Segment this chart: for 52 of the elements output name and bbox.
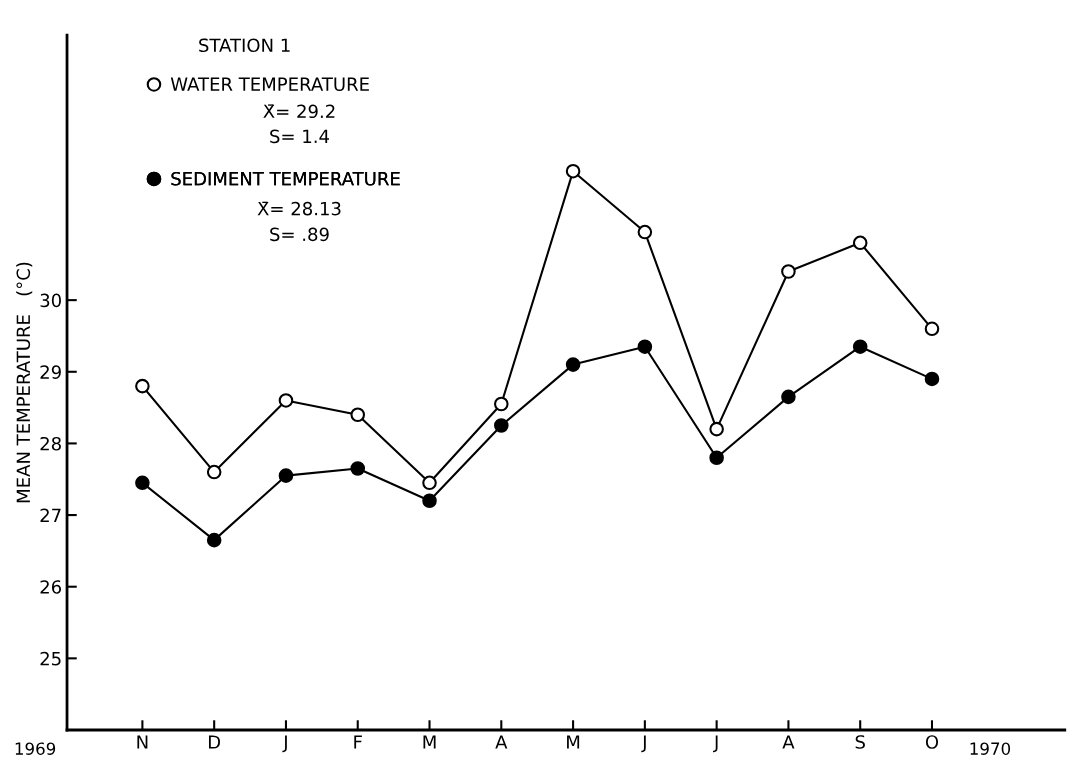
point [709,421,724,437]
x-tick-label: J [641,735,646,753]
y-tick-label: 30 [40,293,61,308]
text: 1970 [970,742,1011,755]
point [637,339,653,354]
point [781,389,796,405]
point [350,461,366,476]
y-tick-label: 27 [40,508,61,522]
point [135,475,150,491]
x-tick-label: O [925,735,939,749]
x-tick-label: N [137,735,148,749]
point [350,407,366,423]
point [206,464,222,480]
y-tick-label: 28 [40,436,61,451]
annotation: X̄= 28.13 [257,201,341,216]
point [206,532,222,548]
y-axis-title: MEAN TEMPERATURE (°C) [16,262,33,503]
point [565,163,581,179]
point [852,235,868,251]
point [565,357,581,372]
point [135,378,150,394]
x-tick-label: F [354,735,362,749]
point [637,224,653,240]
point [709,450,724,466]
annotation: X̄= 29.2 [263,104,335,119]
annotation: S= 1.4 [270,129,330,144]
point [852,339,868,354]
point [278,468,294,483]
text: 1969 [15,742,56,755]
chart-title: STATION 1 [199,38,290,53]
point [924,321,940,337]
point [422,475,437,491]
point [781,264,796,279]
x-tick-label: M [567,735,580,749]
x-tick-label: M [423,735,436,749]
x-tick-label: J [282,735,287,753]
y-tick-label: 29 [40,365,61,379]
y-tick-label: 25 [40,651,61,666]
x-tick-label: A [495,735,508,749]
point [494,418,509,433]
x-tick-label: J [713,735,718,753]
point [494,396,509,412]
point [924,371,940,387]
x-tick-label: D [208,735,221,749]
legend-label: SEDIMENT TEMPERATURE [171,171,400,186]
y-tick-label: 26 [40,580,62,594]
annotation: S= .89 [270,227,329,242]
legend-label: WATER TEMPERATURE [170,77,369,92]
point [422,493,437,509]
x-tick-label: A [782,735,795,749]
x-tick-label: S [855,735,865,749]
point [278,393,294,408]
